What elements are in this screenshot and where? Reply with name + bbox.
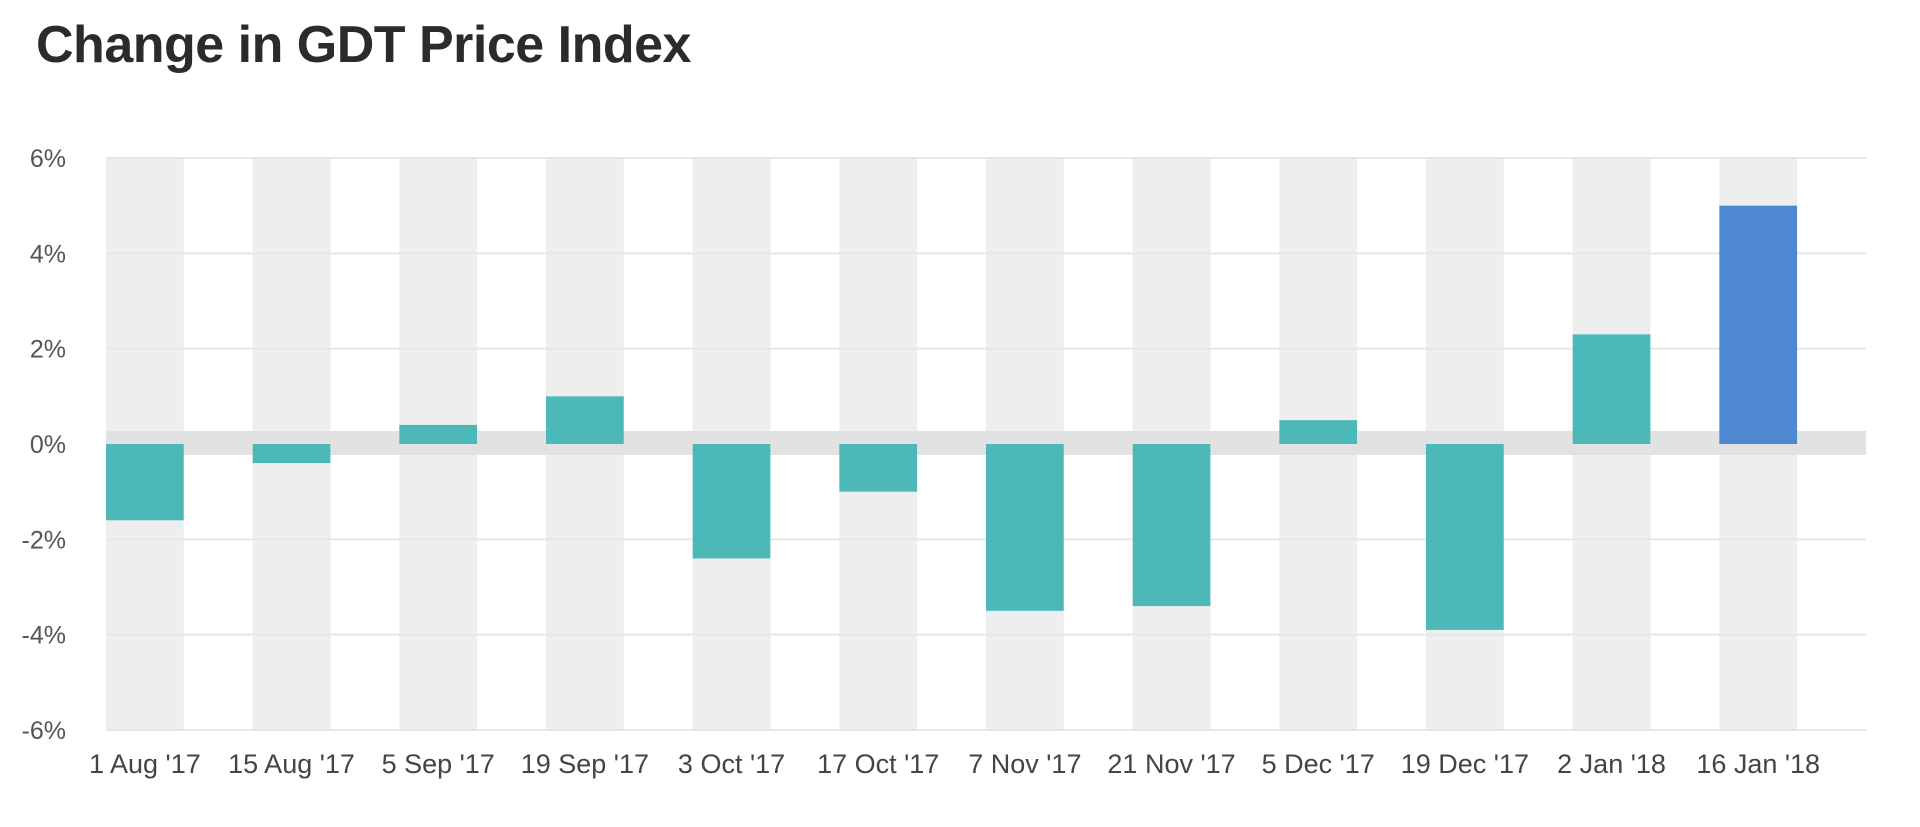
x-tick-label: 7 Nov '17 — [968, 749, 1081, 779]
y-tick-label: -4% — [22, 622, 66, 650]
chart-title: Change in GDT Price Index — [36, 16, 691, 74]
bar — [1719, 205, 1798, 444]
bar — [986, 444, 1064, 611]
x-tick-label: 1 Aug '17 — [89, 749, 201, 779]
x-tick-label: 16 Jan '18 — [1696, 749, 1820, 779]
bar — [692, 444, 771, 559]
x-tick-label: 19 Sep '17 — [521, 749, 649, 779]
y-tick-label: 2% — [30, 336, 66, 364]
bar — [1572, 334, 1651, 444]
bar — [1132, 444, 1211, 607]
bar — [1426, 444, 1504, 630]
y-tick-label: 6% — [30, 145, 66, 173]
x-tick-label: 5 Dec '17 — [1262, 749, 1375, 779]
bar — [546, 396, 624, 444]
x-tick-label: 15 Aug '17 — [228, 749, 355, 779]
y-tick-label: 0% — [30, 431, 66, 459]
x-tick-label: 19 Dec '17 — [1401, 749, 1529, 779]
gridlines — [106, 157, 1866, 731]
y-tick-label: -6% — [22, 717, 66, 745]
bar — [1279, 420, 1358, 444]
x-tick-label: 2 Jan '18 — [1557, 749, 1666, 779]
bar — [839, 444, 918, 492]
y-tick-label: -2% — [22, 526, 66, 554]
bar — [106, 444, 184, 521]
bars — [106, 205, 1798, 630]
y-axis-ticks: 6% 4% 2% 0% -2% -4% -6% — [22, 145, 66, 745]
x-tick-label: 21 Nov '17 — [1107, 749, 1235, 779]
x-tick-label: 3 Oct '17 — [678, 749, 785, 779]
bar — [399, 424, 478, 444]
x-tick-label: 5 Sep '17 — [382, 749, 495, 779]
bar — [252, 444, 331, 464]
x-axis-ticks: 1 Aug '17 15 Aug '17 5 Sep '17 19 Sep '17 3 … — [89, 749, 1820, 779]
x-tick-label: 17 Oct '17 — [817, 749, 939, 779]
y-tick-label: 4% — [30, 240, 66, 268]
